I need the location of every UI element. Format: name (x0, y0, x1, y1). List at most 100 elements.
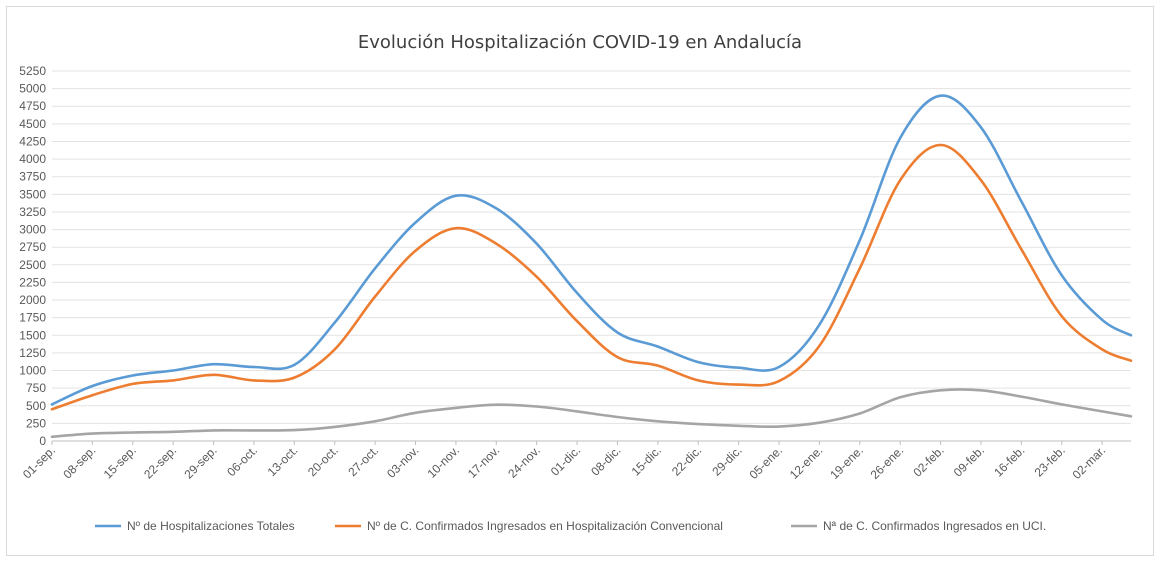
data-point (939, 143, 942, 147)
data-point (777, 365, 781, 369)
data-point (656, 345, 660, 348)
data-point (777, 425, 781, 428)
x-tick-label: 16-feb. (991, 443, 1027, 479)
y-tick-label: 4500 (19, 117, 46, 131)
y-tick-label: 2500 (19, 258, 46, 272)
data-point (737, 366, 740, 369)
data-point (1100, 410, 1104, 413)
data-point (454, 406, 458, 410)
x-tick-label: 22-sep. (141, 443, 179, 481)
data-point (293, 376, 296, 379)
y-tick-label: 5250 (19, 64, 46, 78)
data-point (858, 238, 862, 242)
x-tick-label: 03-nov. (384, 443, 422, 481)
data-point (898, 179, 902, 182)
gridlines (52, 70, 1131, 442)
x-tick-label: 27-oct. (345, 443, 381, 479)
y-tick-label: 1000 (19, 364, 46, 378)
data-point (858, 412, 862, 415)
x-tick-label: 17-nov. (465, 443, 503, 481)
data-point (414, 411, 417, 415)
data-point (898, 396, 902, 399)
data-point (91, 432, 94, 435)
data-point (293, 363, 296, 367)
y-tick-label: 750 (26, 381, 46, 395)
data-point (1060, 403, 1063, 406)
series-line-2 (50, 143, 1133, 411)
y-tick-label: 5000 (19, 82, 46, 96)
y-tick-label: 3750 (19, 170, 46, 184)
x-tick-label: 08-sep. (60, 443, 98, 481)
y-tick-label: 3250 (19, 205, 46, 219)
data-point (91, 393, 94, 397)
data-point (616, 355, 619, 359)
data-point (131, 374, 134, 377)
y-tick-label: 0 (39, 434, 46, 448)
data-point (697, 360, 700, 364)
x-tick-label: 02-feb. (910, 443, 946, 479)
data-point (858, 267, 862, 270)
legend-label: Nª de C. Confirmados Ingresados en UCI. (823, 519, 1046, 533)
data-point (818, 323, 821, 326)
x-axis-ticks: 01-sep. 08-sep. 15-sep. 22-sep. 29-sep. 06-oc… (20, 441, 1108, 482)
data-point (171, 379, 175, 382)
data-point (333, 348, 336, 351)
x-tick-label: 26-ene. (868, 443, 907, 482)
data-point (656, 364, 660, 367)
x-tick-label: 12-ene. (787, 443, 826, 482)
data-point (616, 415, 619, 419)
y-tick-label: 2000 (19, 293, 46, 307)
data-point (737, 424, 740, 428)
x-tick-label: 23-feb. (1032, 443, 1068, 479)
data-point (575, 410, 579, 413)
data-point (1020, 395, 1023, 398)
data-point (252, 365, 256, 369)
data-point (373, 295, 377, 298)
data-point (979, 126, 983, 129)
data-point (1020, 200, 1023, 203)
x-tick-label: 10-nov. (424, 443, 462, 481)
x-tick-label: 24-nov. (505, 443, 543, 481)
x-tick-label: 06-oct. (224, 443, 260, 479)
data-point (454, 226, 458, 230)
chart-svg: Evolución Hospitalización COVID-19 en An… (19, 32, 1133, 533)
y-tick-label: 4000 (19, 152, 46, 166)
y-tick-label: 1750 (19, 311, 46, 325)
data-point (697, 379, 700, 382)
y-tick-label: 2750 (19, 240, 46, 254)
y-tick-label: 250 (26, 416, 46, 430)
data-point (50, 435, 54, 438)
x-tick-label: 29-sep. (181, 443, 219, 481)
y-tick-label: 2250 (19, 275, 46, 289)
legend-label: Nº de C. Confirmados Ingresados en Hospi… (367, 519, 723, 533)
y-tick-label: 1500 (19, 328, 46, 342)
chart-frame: Evolución Hospitalización COVID-19 en An… (6, 6, 1154, 556)
y-tick-label: 500 (26, 399, 46, 413)
data-point (697, 422, 700, 426)
data-point (818, 421, 821, 424)
data-point (414, 249, 417, 252)
x-tick-label: 01-sep. (20, 443, 58, 481)
data-point (1100, 348, 1104, 351)
data-point (535, 242, 538, 245)
data-point (939, 94, 942, 97)
data-point (131, 382, 134, 386)
y-tick-label: 4750 (19, 99, 46, 113)
data-point (333, 425, 336, 429)
data-point (1060, 274, 1063, 277)
legend-label: Nº de Hospitalizaciones Totales (127, 519, 295, 533)
data-point (575, 319, 579, 323)
data-point (495, 207, 498, 210)
data-point (979, 389, 983, 392)
data-point (333, 321, 336, 324)
data-point (818, 344, 821, 348)
data-point (414, 221, 417, 224)
data-point (91, 384, 94, 388)
x-tick-label: 19-ene. (827, 443, 866, 482)
data-point (737, 383, 740, 386)
data-point (535, 405, 538, 408)
data-point (535, 275, 538, 278)
data-point (252, 429, 256, 432)
data-point (898, 136, 902, 140)
legend: Nº de Hospitalizaciones Totales Nº de C. … (95, 519, 1046, 533)
